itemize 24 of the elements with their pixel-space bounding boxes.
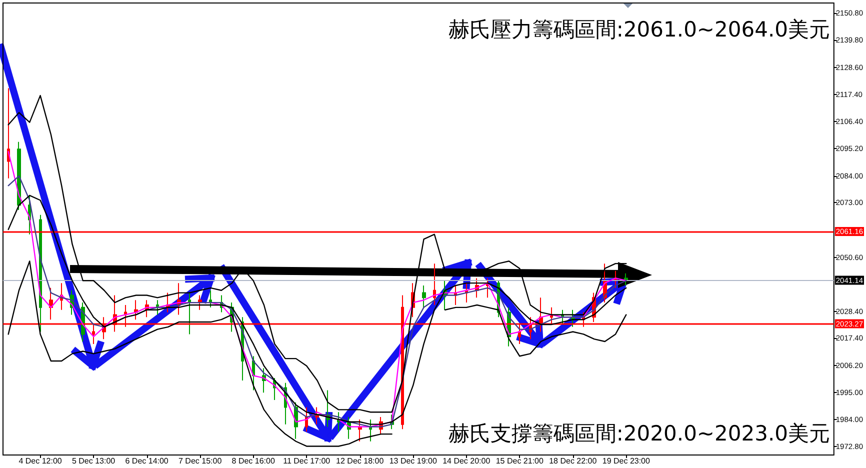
x-tick-label: 12 Dec 18:00 — [336, 456, 384, 466]
x-tick-label: 15 Dec 21:00 — [496, 456, 544, 466]
x-tick-label: 8 Dec 16:00 — [232, 456, 276, 466]
candlestick — [433, 263, 436, 306]
x-tick-label: 4 Dec 12:00 — [18, 456, 62, 466]
candlestick — [188, 292, 191, 335]
candlestick — [337, 412, 340, 432]
x-tick-label: 11 Dec 17:00 — [283, 456, 331, 466]
x-tick-label: 19 Dec 23:00 — [602, 456, 651, 466]
candlestick — [422, 285, 426, 308]
annotation: 赫氏支撐籌碼區間:2020.0~2023.0美元 — [448, 422, 830, 446]
candlestick — [7, 88, 10, 179]
line-series — [8, 94, 627, 413]
x-tick-label: 5 Dec 13:00 — [72, 456, 116, 466]
x-tick-label: 18 Dec 22:00 — [549, 456, 598, 466]
candlestick — [369, 418, 372, 442]
x-tick-label: 7 Dec 15:00 — [178, 456, 222, 466]
candlestick — [134, 300, 138, 320]
x-tick-label: 6 Dec 14:00 — [125, 456, 169, 466]
annotation: 赫氏壓力籌碼區間:2061.0~2064.0美元 — [448, 18, 830, 42]
x-tick-label: 13 Dec 19:00 — [389, 456, 438, 466]
candlestick — [156, 300, 159, 316]
x-tick-label: 14 Dec 20:00 — [442, 456, 491, 466]
candlestick — [305, 406, 308, 432]
